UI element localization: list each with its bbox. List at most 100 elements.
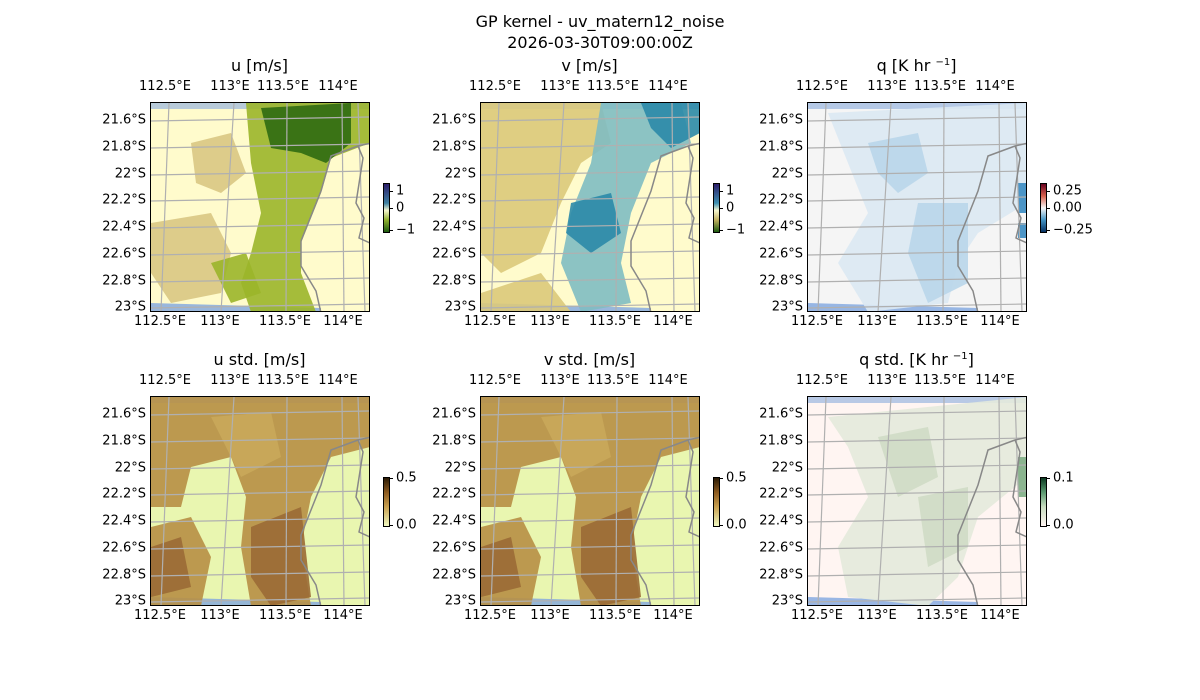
gridline-lat (481, 544, 699, 550)
gridline-lon (160, 103, 170, 311)
field-region (481, 397, 699, 605)
y-tick-label: 23°S (444, 593, 476, 609)
colorbar (713, 477, 720, 527)
colorbar-tick-label: 1 (726, 183, 735, 199)
title-text: q std. [K hr (859, 350, 953, 369)
colorbar-tick (1047, 230, 1050, 231)
colorbar (383, 477, 390, 527)
gridline-lon (160, 397, 170, 605)
gridline-lat (151, 517, 369, 523)
colorbar-tick (720, 191, 723, 192)
title-tail: ] (950, 56, 957, 75)
field-region (566, 193, 621, 253)
x-tick-label-bottom: 113°E (200, 608, 240, 623)
y-tick-label: 22.4°S (432, 513, 476, 529)
y-tick-label: 22°S (114, 460, 146, 476)
colorbar-tick-label: 0 (726, 200, 735, 216)
gridline-lat (808, 571, 1026, 577)
field-region (1018, 457, 1026, 497)
colorbar-tick (1047, 191, 1050, 192)
y-tick-label: 22.2°S (759, 486, 803, 502)
colorbar-tick (720, 525, 723, 526)
title-superscript: −1 (935, 57, 951, 68)
y-tick-label: 22.6°S (759, 540, 803, 556)
x-tick-label-top: 114°E (975, 373, 1015, 388)
field-region (561, 103, 691, 311)
map-axes-v (480, 102, 700, 312)
figure-subtitle: 2026-03-30T09:00:00Z (507, 33, 693, 52)
y-tick-label: 23°S (771, 299, 803, 315)
x-tick-label-bottom: 114°E (323, 314, 363, 329)
gridline-lat (481, 490, 699, 496)
x-tick-label-top: 114°E (318, 373, 358, 388)
field-region (481, 103, 611, 273)
colorbar-tick (390, 208, 393, 209)
panel-title: q std. [K hr −1] (859, 350, 974, 369)
colorbar-tick (720, 208, 723, 209)
coastline-island (355, 439, 369, 538)
y-tick-label: 22.2°S (432, 192, 476, 208)
x-tick-label-bottom: 113.5°E (916, 608, 968, 623)
gridline-lon (285, 103, 288, 311)
gridline-lon (671, 397, 675, 605)
gridline-lon (220, 397, 235, 605)
y-tick-label: 22.8°S (759, 567, 803, 583)
y-tick-label: 21.8°S (759, 139, 803, 155)
field-region (151, 397, 369, 605)
x-tick-label-top: 113.5°E (587, 79, 639, 94)
panel-title: v [m/s] (561, 56, 617, 75)
gridline-lat (151, 250, 369, 256)
figure-title: GP kernel - uv_matern12_noise (475, 12, 725, 31)
title-text: q [K hr (876, 56, 936, 75)
gridline-lat (151, 571, 369, 577)
gridline-lat (151, 116, 369, 122)
gridline-lat (151, 410, 369, 416)
title-tail: ] (967, 350, 974, 369)
gridline-lat (808, 196, 1026, 202)
gridline-lon (490, 103, 500, 311)
coastline (630, 436, 699, 605)
x-tick-label-bottom: 113.5°E (589, 314, 641, 329)
field-region (211, 412, 281, 477)
colorbar-tick-label: 0.0 (1053, 517, 1074, 533)
gridline-lat (151, 437, 369, 443)
title-text: u std. [m/s] (213, 350, 306, 369)
gridline-lat (481, 303, 699, 309)
y-tick-label: 22.8°S (432, 567, 476, 583)
field-region (541, 412, 611, 477)
gridline-lat (481, 437, 699, 443)
y-tick-label: 21.6°S (102, 406, 146, 422)
y-tick-label: 21.6°S (759, 112, 803, 128)
y-tick-label: 23°S (444, 299, 476, 315)
map-axes-u (150, 102, 370, 312)
colorbar-tick-label: 0.00 (1053, 200, 1082, 216)
colorbar-tick (390, 478, 393, 479)
colorbar-tick (1047, 208, 1050, 209)
colorbar-tick-label: 0.0 (726, 517, 747, 533)
field-region (251, 507, 311, 605)
colorbar (713, 183, 720, 233)
y-tick-label: 22.2°S (102, 486, 146, 502)
gridline-lon (817, 397, 827, 605)
gridline-lon (1014, 397, 1023, 605)
colorbar-tick-label: 0 (396, 200, 405, 216)
gridline-lon (550, 397, 565, 605)
ocean-edge (808, 397, 1026, 403)
gridline-lat (808, 410, 1026, 416)
gridline-lon (357, 103, 366, 311)
gridline-lat (808, 116, 1026, 122)
coastline (300, 436, 369, 605)
x-tick-label-top: 112.5°E (469, 79, 521, 94)
y-tick-label: 22.8°S (102, 273, 146, 289)
gridline-lon (671, 103, 675, 311)
x-tick-label-top: 114°E (648, 79, 688, 94)
gridline-lon (220, 103, 235, 311)
y-tick-label: 22.6°S (432, 246, 476, 262)
y-tick-label: 23°S (771, 593, 803, 609)
field-region (641, 103, 699, 148)
coastline-island (355, 145, 369, 244)
gridline-lat (808, 464, 1026, 470)
colorbar-tick (720, 478, 723, 479)
gridline-lat (151, 597, 369, 603)
gridline-lat (151, 170, 369, 176)
